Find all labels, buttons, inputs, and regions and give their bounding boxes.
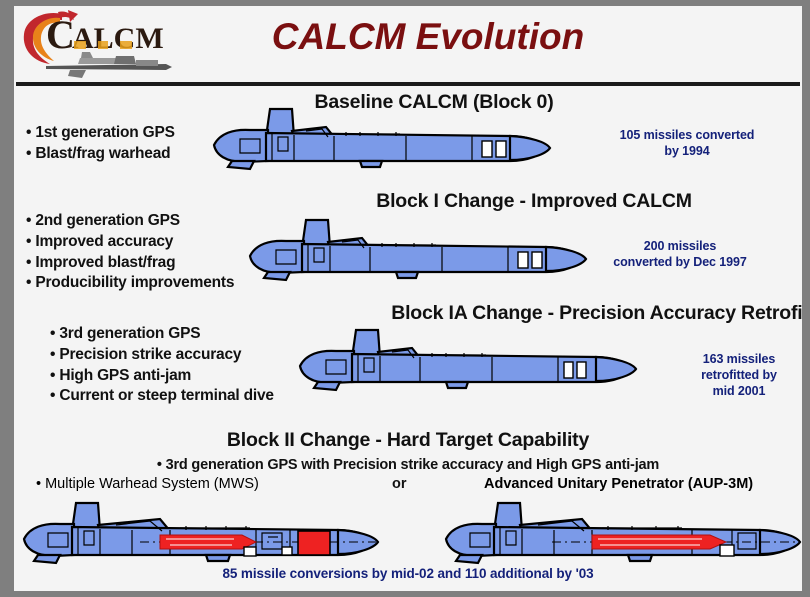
bullet-item: • 2nd generation GPS <box>26 212 180 229</box>
bullet-item: • 1st generation GPS <box>26 124 175 141</box>
bullet-item: • Producibility improvements <box>26 274 235 292</box>
missile-block-i <box>246 214 596 286</box>
missile-block-ia <box>296 324 646 396</box>
header-divider <box>16 82 800 86</box>
variant-separator: or <box>392 476 407 492</box>
note-line: converted by Dec 1997 <box>613 255 747 269</box>
calcm-logo-art: C ALCM <box>23 10 172 78</box>
slide-header: C ALCM CALCM <box>14 6 802 86</box>
note-block-i: 200 missiles converted by Dec 1997 <box>546 238 802 270</box>
bullets-baseline: • 1st generation GPS • Blast/frag warhea… <box>26 123 175 165</box>
bullets-block-i: • 2nd generation GPS • Improved accuracy… <box>26 211 234 294</box>
section-title-baseline: Baseline CALCM (Block 0) <box>314 91 554 113</box>
section-title-block-ii: Block II Change - Hard Target Capability <box>226 429 590 451</box>
note-line: 163 missiles <box>702 352 776 366</box>
section-title-block-i: Block I Change - Improved CALCM <box>376 190 692 212</box>
variant-label-aup3m: Advanced Unitary Penetrator (AUP-3M) <box>484 476 754 492</box>
bullet-item: • Improved blast/frag <box>26 253 176 271</box>
bullet-item: • Precision strike accuracy <box>50 345 242 363</box>
note-line: mid 2001 <box>712 384 766 398</box>
page-title: CALCM Evolution <box>271 16 585 57</box>
bullet-item: • 3rd generation GPS with Precision stri… <box>156 457 660 473</box>
bullet-item: • Blast/frag warhead <box>26 144 171 162</box>
bullets-block-ii: • 3rd generation GPS with Precision stri… <box>14 456 802 475</box>
note-block-ii: 85 missile conversions by mid-02 and 110… <box>14 566 802 581</box>
bullets-block-ia: • 3rd generation GPS • Precision strike … <box>50 324 274 407</box>
bullet-item: • High GPS anti-jam <box>50 366 192 384</box>
note-baseline: 105 missiles converted by 1994 <box>562 127 802 159</box>
missile-block-ii-aup3m <box>442 501 802 569</box>
note-line: 85 missile conversions by mid-02 and 110… <box>222 566 594 581</box>
section-title-block-ia: Block IA Change - Precision Accuracy Ret… <box>391 302 802 324</box>
note-line: 200 missiles <box>643 239 717 253</box>
variant-label-mws: • Multiple Warhead System (MWS) <box>36 476 259 492</box>
bullet-item: • Current or steep terminal dive <box>50 387 274 405</box>
svg-text:ALCM: ALCM <box>72 22 164 55</box>
note-line: 105 missiles converted <box>619 128 755 142</box>
svg-text:C: C <box>46 12 75 57</box>
calcm-logo: C ALCM <box>16 8 176 82</box>
slide-page: C ALCM CALCM <box>14 6 802 591</box>
bullet-item: • 3rd generation GPS <box>50 325 201 342</box>
missile-block-ii-mws <box>20 501 390 569</box>
bullet-item: • Improved accuracy <box>26 232 174 250</box>
note-line: retrofitted by <box>701 368 777 382</box>
note-line: by 1994 <box>664 144 710 158</box>
missile-baseline-block0 <box>210 103 560 175</box>
note-block-ia: 163 missiles retrofitted by mid 2001 <box>664 351 802 399</box>
